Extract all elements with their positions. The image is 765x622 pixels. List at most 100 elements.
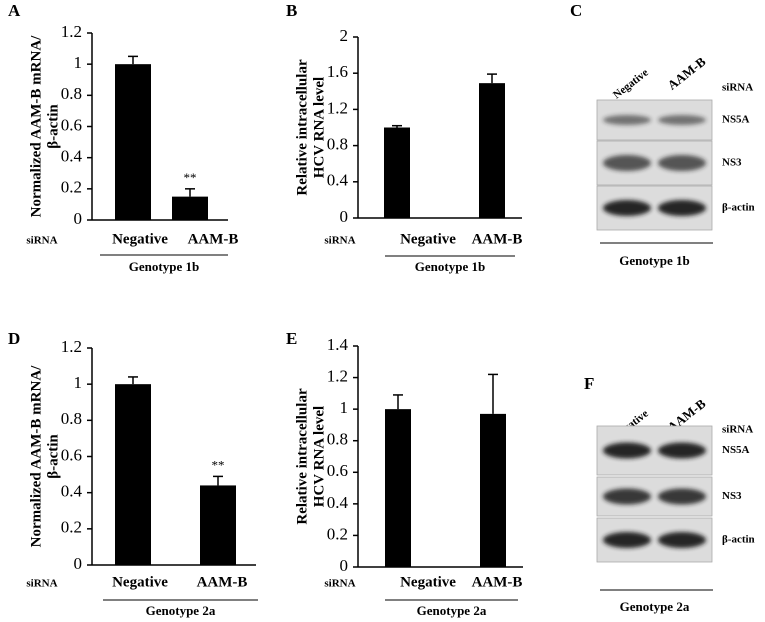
- band-label: NS5A: [722, 114, 750, 126]
- y-tick-label: 1.2: [327, 366, 348, 385]
- row-label: siRNA: [324, 578, 355, 590]
- y-tick-label: 0.8: [61, 84, 82, 103]
- band-label: NS5A: [722, 444, 750, 456]
- y-axis-label-line: β-actin: [46, 104, 62, 149]
- blot-band: [603, 488, 651, 505]
- y-axis-label: Normalized AAM-B mRNA/β-actin: [29, 365, 62, 547]
- panel-letter: C: [570, 1, 582, 20]
- row-label: siRNA: [722, 424, 753, 436]
- error-bar: [392, 124, 402, 128]
- y-tick-label: 2: [340, 26, 349, 45]
- panel-letter: E: [286, 329, 297, 348]
- y-axis-label: Normalized AAM-B mRNA/β-actin: [29, 35, 62, 217]
- y-axis-label-line: Normalized AAM-B mRNA/: [29, 35, 45, 217]
- error-bar: [185, 188, 195, 197]
- group-label: Genotype 2a: [417, 603, 487, 618]
- y-tick-label: 1: [340, 398, 349, 417]
- y-axis-label: Relative intracellularHCV RNA level: [295, 59, 328, 196]
- error-bar: [213, 475, 223, 486]
- blot-band: [658, 200, 706, 216]
- blot-band: [603, 442, 651, 459]
- y-tick-label: 0.2: [61, 178, 82, 197]
- band-label: NS3: [722, 490, 742, 502]
- error-bar: [128, 376, 138, 385]
- y-tick-label: 0.6: [327, 461, 348, 480]
- y-tick-label: 1.2: [61, 22, 82, 41]
- lane-label: AAM-B: [664, 54, 708, 93]
- row-label: siRNA: [722, 82, 753, 94]
- group-label: Genotype 1b: [415, 259, 485, 274]
- y-tick-label: 1: [74, 53, 83, 72]
- y-axis-label: Relative intracellularHCV RNA level: [295, 388, 328, 525]
- panel-letter: F: [584, 374, 594, 393]
- blot-band: [658, 115, 706, 125]
- y-tick-label: 0: [340, 556, 349, 575]
- x-tick-label: AAM-B: [188, 231, 239, 247]
- x-tick-label: AAM-B: [197, 574, 248, 590]
- x-tick-label: Negative: [112, 574, 168, 590]
- y-tick-label: 0.8: [327, 135, 348, 154]
- bar: [480, 413, 506, 567]
- error-bar: [488, 373, 498, 414]
- y-tick-label: 0.6: [61, 445, 82, 464]
- bar: [200, 485, 236, 565]
- x-tick-label: Negative: [112, 231, 168, 247]
- y-tick-label: 1.4: [327, 335, 349, 354]
- y-tick-label: 0.8: [61, 409, 82, 428]
- x-tick-label: Negative: [400, 574, 456, 590]
- bar: [385, 409, 411, 567]
- panel-letter: D: [8, 329, 20, 348]
- row-label: siRNA: [26, 578, 57, 590]
- group-label: Genotype 2a: [146, 603, 216, 618]
- bar: [479, 83, 505, 218]
- x-tick-label: AAM-B: [472, 231, 523, 247]
- blot-band: [658, 488, 706, 505]
- blot-band: [658, 442, 706, 459]
- band-label: β-actin: [722, 534, 755, 546]
- blot-band: [603, 155, 651, 171]
- row-label: siRNA: [324, 235, 355, 247]
- y-tick-label: 0.4: [61, 482, 83, 501]
- group-label: Genotype 2a: [620, 599, 690, 614]
- group-label: Genotype 1b: [619, 253, 689, 268]
- y-axis-label-line: Relative intracellular: [295, 388, 311, 525]
- blot-band: [658, 532, 706, 548]
- group-label: Genotype 1b: [129, 259, 199, 274]
- y-tick-label: 1.2: [327, 98, 348, 117]
- blot-band: [603, 115, 651, 125]
- y-tick-label: 0.4: [327, 493, 349, 512]
- y-tick-label: 0: [340, 207, 349, 226]
- y-axis-label-line: β-actin: [46, 434, 62, 479]
- panel-letter: A: [8, 1, 21, 20]
- y-tick-label: 0.8: [327, 430, 348, 449]
- blot-band: [603, 532, 651, 548]
- bar: [115, 384, 151, 565]
- row-label: siRNA: [26, 235, 57, 247]
- lane-label: Negative: [611, 67, 651, 102]
- y-tick-label: 1.6: [327, 62, 348, 81]
- y-axis-label-line: HCV RNA level: [312, 77, 328, 178]
- error-bar: [393, 394, 403, 410]
- bar: [384, 127, 410, 218]
- x-tick-label: Negative: [400, 231, 456, 247]
- blot-band: [658, 155, 706, 171]
- significance-label: **: [212, 457, 225, 472]
- y-tick-label: 0.4: [327, 171, 349, 190]
- y-axis-label-line: HCV RNA level: [312, 406, 328, 507]
- bar: [115, 64, 151, 221]
- band-label: NS3: [722, 157, 742, 169]
- error-bar: [487, 73, 497, 84]
- y-tick-label: 0: [74, 554, 83, 573]
- y-tick-label: 0.2: [61, 518, 82, 537]
- y-tick-label: 1: [74, 373, 83, 392]
- y-tick-label: 0: [74, 209, 83, 228]
- y-tick-label: 0.6: [61, 115, 82, 134]
- panel-letter: B: [286, 1, 297, 20]
- y-tick-label: 0.2: [327, 524, 348, 543]
- y-axis-label-line: Normalized AAM-B mRNA/: [29, 365, 45, 547]
- error-bar: [128, 55, 138, 65]
- y-axis-label-line: Relative intracellular: [295, 59, 311, 196]
- y-tick-label: 0.4: [61, 147, 83, 166]
- y-tick-label: 1.2: [61, 337, 82, 356]
